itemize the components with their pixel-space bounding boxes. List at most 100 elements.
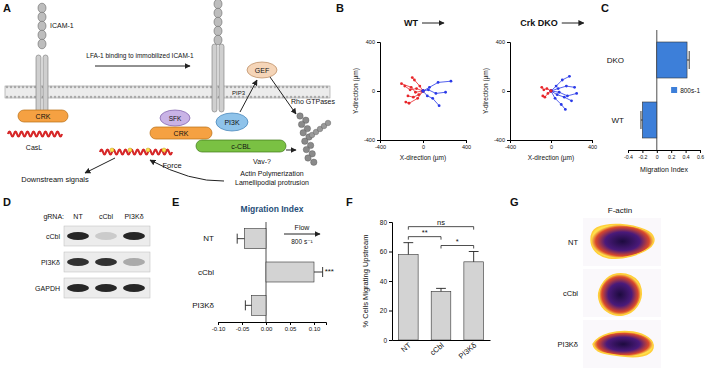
legend-swatch xyxy=(671,87,677,93)
tick-label: 400 xyxy=(496,39,505,45)
force-arrow xyxy=(150,160,224,181)
lipid xyxy=(166,86,169,89)
lipid xyxy=(142,86,145,89)
tick: DKO xyxy=(607,56,628,65)
lipid xyxy=(226,86,229,89)
actin xyxy=(305,155,311,161)
significance: ** xyxy=(422,228,428,237)
tick-mark xyxy=(242,322,243,325)
lipid xyxy=(282,86,285,89)
bar-chart: -0.10-0.050.000.050.10NTcCblPI3KδMigrati… xyxy=(192,204,334,332)
tick-label: NT xyxy=(399,341,413,355)
point xyxy=(550,90,553,93)
bar-chart: 020406080NTcCblPI3Kδ% Cells Migrating Up… xyxy=(361,218,491,361)
tick-label: 0 xyxy=(550,144,553,150)
tick: 400 xyxy=(366,39,380,45)
tick-label: -400 xyxy=(364,137,375,143)
point xyxy=(400,82,403,85)
point xyxy=(450,80,453,83)
point xyxy=(431,97,434,100)
row-label: PI3Kδ xyxy=(558,340,578,349)
tick-mark xyxy=(671,150,672,153)
bar xyxy=(431,291,451,340)
tick: cCbl xyxy=(428,340,446,357)
error-whisker xyxy=(469,252,479,262)
label: Actin Polymerization xyxy=(240,170,304,178)
lipid xyxy=(186,96,189,99)
trajectory-plot: -4000400-4000400Crk DKOX-direction (µm)Y… xyxy=(482,18,597,162)
tick: 0.00 xyxy=(261,322,273,332)
lipid xyxy=(258,96,261,99)
c-cbl xyxy=(196,140,286,152)
vav-arrow xyxy=(286,150,296,151)
tick-mark xyxy=(290,322,291,325)
lipid xyxy=(70,86,73,89)
significance-bracket xyxy=(408,227,473,230)
lipid xyxy=(94,86,97,89)
band xyxy=(95,232,117,240)
panel-label: E xyxy=(172,196,179,208)
tick: PI3Kδ xyxy=(192,301,218,310)
error-whisker xyxy=(237,234,244,244)
row-label: cCbl xyxy=(46,233,60,240)
tick-label: 0.4 xyxy=(682,154,689,160)
point xyxy=(435,92,438,95)
tick-label: cCbl xyxy=(198,268,214,277)
lipid xyxy=(22,86,25,89)
downstream-arrow xyxy=(85,158,115,173)
lipid xyxy=(30,86,33,89)
point xyxy=(555,85,558,88)
lipid xyxy=(90,96,93,99)
panel-label: A xyxy=(3,2,11,14)
lipid xyxy=(266,86,269,89)
tick-label: 0 xyxy=(656,154,659,160)
icam-1 xyxy=(38,21,46,31)
tick-mark xyxy=(218,322,219,325)
point xyxy=(564,108,567,111)
significance-bracket xyxy=(441,246,474,249)
lipid xyxy=(18,86,21,89)
lipid xyxy=(250,96,253,99)
tick: -0.05 xyxy=(236,322,250,332)
lipid xyxy=(10,96,13,99)
axis: NTcCblPI3Kδ xyxy=(192,223,218,323)
lipid xyxy=(66,86,69,89)
lipid xyxy=(66,96,69,99)
band xyxy=(123,258,145,266)
axis-title: Migration Index xyxy=(640,166,688,174)
tick-mark xyxy=(389,311,392,312)
lipid xyxy=(130,96,133,99)
significance: *** xyxy=(325,267,334,276)
lipid xyxy=(126,96,129,99)
point xyxy=(415,87,418,90)
sfk xyxy=(160,110,190,126)
tick-label: PI3Kδ xyxy=(457,341,478,361)
error-whisker xyxy=(403,243,413,255)
lipid xyxy=(54,96,57,99)
tick-mark xyxy=(592,140,593,143)
tick-label: 400 xyxy=(588,144,597,150)
lipid xyxy=(202,86,205,89)
row-label: NT xyxy=(568,238,578,247)
lipid xyxy=(242,96,245,99)
point xyxy=(566,95,569,98)
point xyxy=(561,79,564,82)
row-label: GAPDH xyxy=(35,285,60,292)
lipid xyxy=(250,86,253,89)
point xyxy=(573,86,576,89)
trajectory xyxy=(423,90,446,94)
tick-label: -400 xyxy=(375,144,386,150)
axis-title: % Cells Migrating Upstream xyxy=(361,235,370,328)
lane-label: cCbl xyxy=(99,213,113,220)
lipid xyxy=(198,96,201,99)
bar xyxy=(399,254,419,340)
lipid xyxy=(122,96,125,99)
annotation: Flow xyxy=(295,224,311,231)
tick-mark xyxy=(377,42,380,43)
lipid xyxy=(134,96,137,99)
title: Migration Index xyxy=(241,204,304,214)
lipid xyxy=(22,96,25,99)
icam-1 xyxy=(38,12,46,22)
lipid xyxy=(274,96,277,99)
cell xyxy=(591,224,654,258)
